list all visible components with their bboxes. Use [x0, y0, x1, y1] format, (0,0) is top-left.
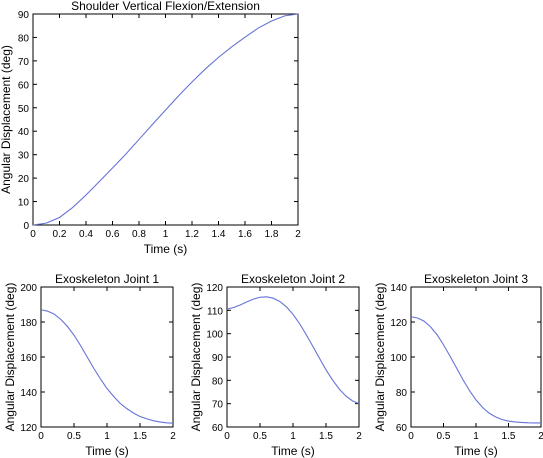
x-tick-label: 0.5 — [437, 431, 451, 442]
x-tick-label: 0.6 — [106, 229, 120, 240]
y-tick-label: 90 — [18, 10, 30, 21]
x-tick-label: 1.2 — [185, 229, 199, 240]
series-line — [32, 13, 299, 226]
x-axis-label: Time (s) — [85, 444, 129, 458]
y-tick-label: 120 — [390, 318, 407, 329]
series-line — [40, 309, 174, 424]
x-tick-label: 1.5 — [502, 431, 516, 442]
exoskeleton-joint-2-chart: Exoskeleton Joint 2 Time (s) Angular Dis… — [189, 272, 362, 458]
y-tick-label: 100 — [390, 353, 407, 364]
y-tick-label: 160 — [20, 353, 37, 364]
chart-title: Shoulder Vertical Flexion/Extension — [71, 0, 260, 13]
x-tick-label: 1.8 — [265, 229, 279, 240]
y-tick-label: 120 — [206, 283, 223, 294]
y-tick-label: 180 — [20, 318, 37, 329]
x-tick-label: 2 — [295, 229, 301, 240]
plot-area — [40, 286, 174, 428]
plot-area — [226, 286, 360, 428]
y-tick-label: 0 — [23, 221, 29, 232]
y-tick-label: 200 — [20, 283, 37, 294]
x-tick-label: 0 — [408, 431, 414, 442]
x-tick-label: 1 — [104, 431, 110, 442]
x-axis-label: Time (s) — [271, 444, 315, 458]
y-tick-label: 140 — [20, 388, 37, 399]
x-tick-label: 1 — [473, 431, 479, 442]
y-tick-label: 110 — [207, 306, 223, 317]
x-axis-label: Time (s) — [454, 444, 498, 458]
exoskeleton-joint-3-chart: Exoskeleton Joint 3 Time (s) Angular Dis… — [373, 272, 543, 458]
y-tick-label: 100 — [206, 330, 223, 341]
series-line — [226, 296, 360, 405]
y-tick-label: 80 — [212, 376, 224, 387]
x-tick-label: 0.8 — [132, 229, 146, 240]
x-tick-label: 0.4 — [79, 229, 93, 240]
x-tick-label: 0 — [30, 229, 36, 240]
series-line — [410, 316, 541, 424]
y-tick-label: 10 — [18, 198, 30, 209]
y-axis-label: Angular Displacement (deg) — [3, 283, 17, 432]
x-tick-label: 1 — [290, 431, 296, 442]
shoulder-flexion-chart: Shoulder Vertical Flexion/Extension Time… — [0, 0, 301, 256]
x-tick-label: 0 — [224, 431, 230, 442]
plot-area — [32, 13, 299, 226]
x-tick-label: 1.5 — [319, 431, 333, 442]
x-tick-label: 0.5 — [253, 431, 267, 442]
x-tick-label: 1.6 — [238, 229, 252, 240]
y-axis-label: Angular Displacement (deg) — [0, 45, 13, 194]
chart-title: Exoskeleton Joint 2 — [241, 272, 345, 286]
y-tick-label: 20 — [18, 174, 30, 185]
x-tick-label: 0 — [38, 431, 44, 442]
x-tick-label: 1.4 — [212, 229, 226, 240]
x-tick-label: 1 — [163, 229, 169, 240]
x-tick-label: 2 — [170, 431, 176, 442]
y-tick-label: 50 — [18, 104, 30, 115]
x-tick-label: 2 — [538, 431, 543, 442]
y-tick-label: 30 — [18, 151, 30, 162]
exoskeleton-joint-1-chart: Exoskeleton Joint 1 Time (s) Angular Dis… — [3, 272, 176, 458]
y-tick-label: 80 — [396, 388, 408, 399]
y-tick-label: 40 — [18, 127, 30, 138]
chart-title: Exoskeleton Joint 1 — [55, 272, 159, 286]
chart-title: Exoskeleton Joint 3 — [424, 272, 528, 286]
y-axis-label: Angular Displacement (deg) — [189, 283, 203, 432]
y-tick-label: 120 — [20, 423, 37, 434]
y-tick-label: 60 — [18, 80, 30, 91]
y-tick-label: 60 — [396, 423, 408, 434]
y-tick-label: 140 — [390, 283, 407, 294]
y-tick-label: 70 — [18, 57, 30, 68]
plot-area — [410, 286, 542, 428]
x-axis-label: Time (s) — [144, 242, 188, 256]
y-tick-label: 70 — [212, 400, 224, 411]
y-tick-label: 60 — [212, 423, 224, 434]
y-tick-label: 80 — [18, 33, 30, 44]
x-tick-label: 1.5 — [133, 431, 147, 442]
x-tick-label: 0.5 — [67, 431, 81, 442]
x-tick-label: 0.2 — [53, 229, 67, 240]
y-tick-label: 90 — [212, 353, 224, 364]
x-tick-label: 2 — [356, 431, 362, 442]
y-axis-label: Angular Displacement (deg) — [373, 283, 387, 432]
